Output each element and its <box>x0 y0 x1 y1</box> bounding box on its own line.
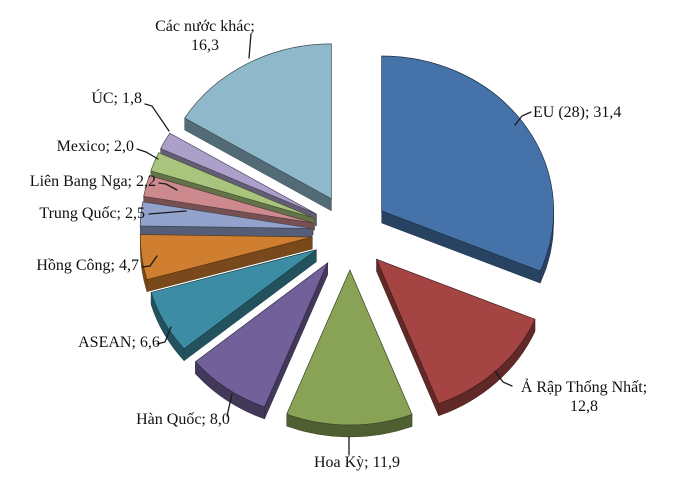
leader-line-r-p-th-ng-nh-t <box>494 370 513 387</box>
pie-slice-r-p-th-ng-nh-t <box>375 258 536 417</box>
pie-slice-hoa-k <box>286 269 413 438</box>
pie-slice-h-n-qu-c <box>194 261 329 420</box>
pie-slice-asean <box>150 249 317 362</box>
leader-line-asean <box>156 326 172 345</box>
slice-label-c: ÚC; 1,8 <box>91 88 142 107</box>
slice-label-hoa-k: Hoa Kỳ; 11,9 <box>314 454 400 471</box>
slice-label-c-c-n-c-kh-c: Các nước khác; 16,3 <box>155 18 255 54</box>
slice-label-h-ng-c-ng: Hồng Công; 4,7 <box>36 257 139 274</box>
pie-slice-c-c-n-c-kh-c <box>184 43 332 212</box>
slice-top-face <box>375 258 536 405</box>
pie-slice-eu-28 <box>381 55 554 284</box>
leader-line-h-ng-c-ng <box>141 255 158 268</box>
slice-label-mexico: Mexico; 2,0 <box>57 138 134 155</box>
slice-top-face <box>143 175 314 224</box>
slice-top-face <box>184 43 332 200</box>
pie-slice-h-ng-c-ng <box>139 234 313 293</box>
slice-top-face <box>160 132 317 215</box>
slice-label-r-p-th-ng-nh-t: Ả Rập Thống Nhất; 12,8 <box>521 377 647 415</box>
slice-top-face <box>150 152 315 219</box>
slice-top-face <box>150 249 317 350</box>
slice-label-asean: ASEAN; 6,6 <box>78 334 160 351</box>
slice-top-face <box>381 55 554 272</box>
slice-label-li-n-bang-nga: Liên Bang Nga; 2,2 <box>30 173 156 190</box>
leader-line-eu-28 <box>514 111 532 126</box>
slice-top-face <box>286 269 413 426</box>
slice-top-face <box>194 261 329 408</box>
slice-label-trung-qu-c: Trung Quốc; 2,5 <box>39 205 145 222</box>
leader-line-li-n-bang-nga <box>158 182 178 191</box>
leader-line-c-c-n-c-kh-c <box>248 33 252 59</box>
slice-label-eu-28: EU (28); 31,4 <box>533 104 621 121</box>
slice-top-face <box>139 201 313 229</box>
leader-line-h-n-qu-c <box>226 393 233 417</box>
leader-line-c <box>144 103 170 132</box>
slice-label-h-n-qu-c: Hàn Quốc; 8,0 <box>136 411 230 428</box>
leader-line-trung-qu-c <box>148 210 187 215</box>
leader-line-mexico <box>136 148 159 160</box>
slice-top-face <box>139 234 313 281</box>
